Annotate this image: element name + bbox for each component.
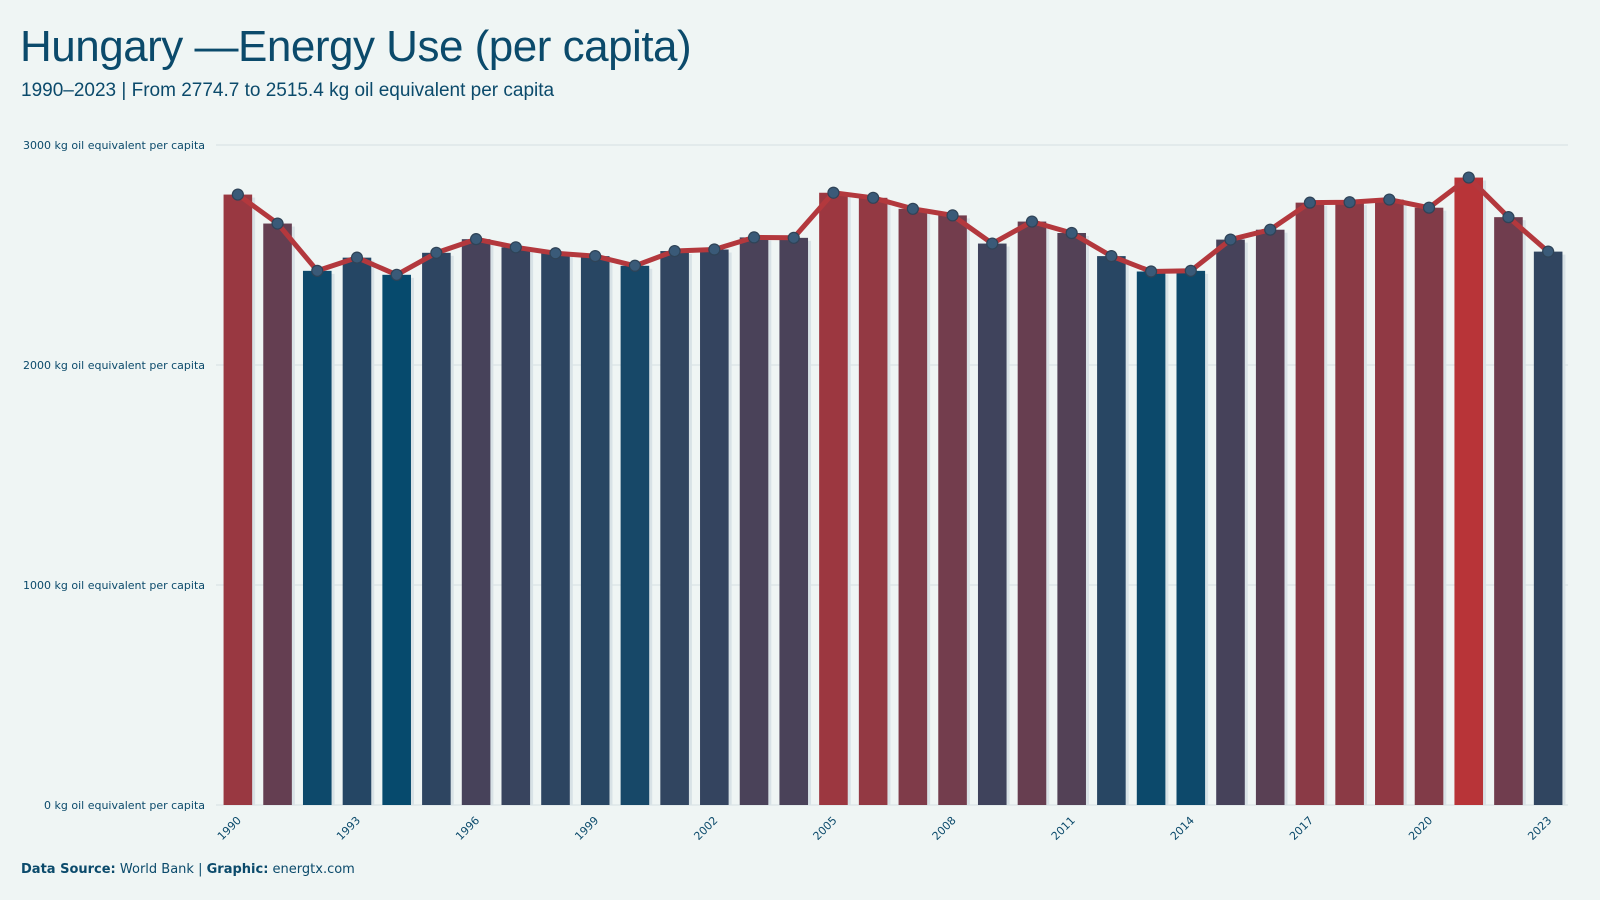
footer-credits: Data Source: World Bank | Graphic: energ…	[21, 862, 355, 877]
bar	[739, 237, 769, 805]
y-tick-label: 2000 kg oil equivalent per capita	[23, 359, 205, 372]
data-point	[867, 191, 880, 204]
source-value: World Bank	[119, 862, 194, 877]
bar	[541, 253, 570, 806]
bar	[1454, 177, 1484, 805]
data-point	[1065, 226, 1078, 240]
footer-separator: |	[198, 862, 203, 877]
data-point	[231, 188, 244, 201]
bar	[501, 247, 531, 806]
y-tick-label: 0 kg oil equivalent per capita	[44, 799, 205, 812]
bar	[382, 274, 411, 805]
data-point	[986, 237, 999, 250]
data-point	[1264, 223, 1277, 236]
bar	[1136, 271, 1166, 805]
data-point	[1303, 196, 1317, 209]
bar	[1494, 217, 1523, 805]
data-point	[1224, 233, 1237, 246]
bar	[977, 243, 1007, 805]
x-tick-label: 2017	[1287, 814, 1316, 843]
bar	[1335, 202, 1364, 805]
x-tick-label: 2020	[1406, 814, 1435, 843]
bar	[1017, 221, 1047, 805]
graphic-label: Graphic:	[206, 862, 269, 877]
data-point	[1502, 211, 1515, 224]
data-point	[827, 186, 840, 199]
data-point	[350, 251, 364, 264]
data-point	[1462, 171, 1475, 184]
data-point	[708, 243, 721, 256]
bar	[819, 192, 848, 806]
bar	[1216, 239, 1245, 806]
bar	[779, 237, 809, 806]
data-point	[589, 250, 602, 263]
bar	[620, 265, 650, 805]
x-tick-label: 1993	[334, 814, 363, 843]
data-point	[1025, 215, 1039, 228]
bar	[302, 270, 332, 806]
x-tick-label: 1990	[215, 814, 244, 843]
data-point	[430, 246, 443, 259]
bar	[263, 223, 292, 806]
bar	[461, 239, 491, 805]
bar	[660, 251, 689, 806]
bar	[938, 215, 967, 805]
x-tick-label: 2005	[811, 814, 840, 843]
graphic-value: energtx.com	[272, 862, 355, 877]
data-point	[1144, 265, 1158, 278]
bar	[580, 256, 610, 806]
bar	[342, 257, 372, 805]
bar	[1533, 251, 1563, 805]
data-point	[906, 202, 919, 215]
y-tick-label: 1000 kg oil equivalent per capita	[23, 579, 205, 592]
data-point	[390, 268, 403, 281]
data-point	[1383, 193, 1396, 206]
bar	[1176, 270, 1206, 806]
x-tick-label: 2011	[1049, 814, 1078, 843]
bar	[1375, 199, 1404, 805]
bar	[1255, 229, 1285, 805]
data-point	[1184, 264, 1197, 277]
x-tick-label: 2023	[1525, 814, 1554, 843]
data-point	[549, 247, 562, 260]
data-point	[469, 233, 483, 246]
y-tick-label: 3000 kg oil equivalent per capita	[23, 139, 205, 152]
bar	[422, 252, 451, 806]
data-point	[311, 264, 324, 277]
bar	[223, 194, 253, 806]
x-tick-label: 1999	[572, 814, 601, 843]
bar	[1057, 233, 1086, 805]
chart-title: Hungary —Energy Use (per capita)	[20, 22, 692, 71]
data-point	[668, 244, 681, 258]
bar	[898, 208, 928, 806]
chart-subtitle: 1990–2023 | From 2774.7 to 2515.4 kg oil…	[21, 80, 555, 101]
data-point	[1422, 201, 1436, 214]
data-point	[747, 231, 761, 244]
bar	[1414, 207, 1444, 805]
data-point	[271, 217, 284, 230]
bar	[700, 249, 729, 805]
x-tick-label: 1996	[453, 814, 482, 843]
bar	[1295, 202, 1325, 805]
x-tick-label: 2008	[930, 814, 959, 843]
data-point	[787, 231, 800, 244]
data-point	[509, 241, 522, 254]
data-point	[1542, 245, 1555, 258]
bar	[1097, 256, 1126, 806]
data-point	[946, 209, 959, 222]
data-point	[628, 259, 642, 272]
source-label: Data Source:	[21, 862, 116, 877]
data-point	[1343, 196, 1356, 209]
bar	[858, 197, 888, 806]
series-line	[235, 175, 1551, 278]
data-point	[1105, 250, 1118, 263]
x-tick-label: 2014	[1168, 814, 1197, 843]
x-tick-label: 2002	[691, 814, 720, 843]
